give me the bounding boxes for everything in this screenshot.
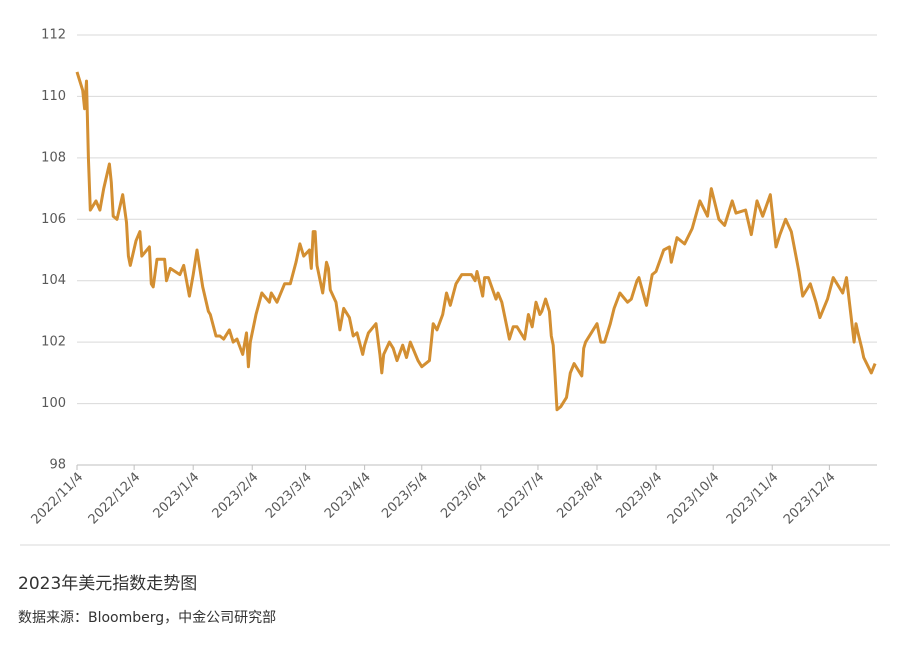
y-tick-label: 102 [41, 335, 66, 350]
x-tick-label: 2023/1/4 [151, 470, 203, 522]
x-tick-label: 2023/5/4 [379, 470, 431, 522]
x-tick-label: 2023/7/4 [495, 470, 547, 522]
x-tick-label: 2023/6/4 [438, 470, 490, 522]
y-tick-label: 112 [41, 28, 66, 43]
x-tick-label: 2023/8/4 [554, 470, 606, 522]
x-tick-label: 2022/11/4 [29, 470, 87, 528]
series-line [75, 71, 877, 412]
y-tick-label: 108 [41, 150, 66, 165]
x-tick-label: 2023/10/4 [665, 470, 723, 528]
y-tick-label: 98 [49, 458, 66, 473]
x-tick-label: 2023/11/4 [724, 470, 782, 528]
x-tick-label: 2023/2/4 [210, 470, 262, 522]
chart-title: 2023年美元指数走势图 [18, 574, 197, 594]
y-tick-label: 104 [41, 273, 66, 288]
source-note: 数据来源：Bloomberg，中金公司研究部 [18, 610, 276, 626]
x-tick-label: 2023/4/4 [322, 470, 374, 522]
y-tick-label: 110 [41, 89, 66, 104]
y-tick-label: 106 [41, 212, 66, 227]
x-tick-label: 2022/12/4 [86, 470, 144, 528]
x-tick-label: 2023/12/4 [781, 470, 839, 528]
y-tick-label: 100 [41, 396, 66, 411]
x-tick-label: 2023/9/4 [613, 470, 665, 522]
x-tick-label: 2023/3/4 [263, 470, 315, 522]
